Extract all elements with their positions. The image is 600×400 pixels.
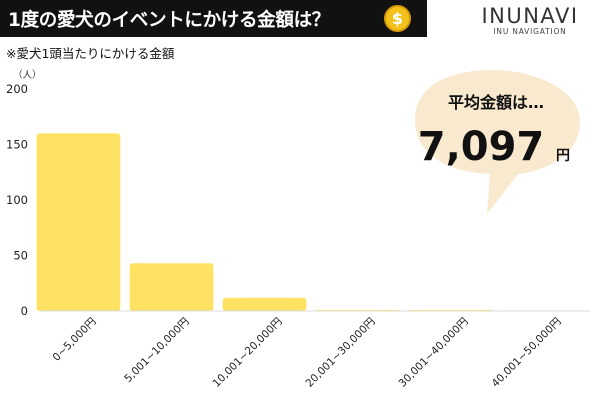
coin-icon: $ (384, 5, 411, 32)
x-tick-label: 40,001~50,000円 (490, 316, 564, 390)
chart-subtitle: ※愛犬1頭当たりにかける金額 (6, 46, 175, 61)
y-axis-unit: （人） (13, 70, 42, 81)
coin-symbol: $ (391, 9, 404, 28)
callout-label: 平均金額は… (448, 93, 544, 112)
brand-tagline: INU NAVIGATION (493, 27, 567, 36)
x-tick-label: 5,001~10,000円 (122, 316, 191, 385)
x-axis-labels: 0~5,000円 5,001~10,000円 10,001~20,000円 20,00… (51, 316, 564, 390)
callout-value: 7,097 (418, 124, 545, 170)
y-tick-label: 200 (6, 82, 28, 96)
x-tick-label: 30,001~40,000円 (397, 316, 471, 390)
bar (222, 297, 307, 311)
brand-name: INUNAVI (481, 4, 579, 28)
y-tick-label: 150 (6, 138, 28, 152)
y-tick-label: 100 (6, 193, 28, 207)
title-bar: 1度の愛犬のイベントにかける金額は？ $ (0, 0, 427, 37)
average-callout: 平均金額は… 7,097 円 (415, 70, 580, 214)
brand-logo: INUNAVI INU NAVIGATION (470, 4, 590, 36)
x-tick-label: 0~5,000円 (51, 316, 99, 364)
chart-title: 1度の愛犬のイベントにかける金額は？ (8, 9, 330, 31)
x-tick-label: 10,001~20,000円 (211, 316, 285, 390)
y-tick-label: 0 (21, 304, 28, 318)
y-axis-ticks: 0 50 100 150 200 (6, 82, 28, 318)
bar (36, 133, 121, 311)
bar (129, 263, 214, 311)
x-tick-label: 20,001~30,000円 (304, 316, 378, 390)
callout-bubble (415, 70, 580, 214)
callout-unit: 円 (556, 148, 570, 164)
y-tick-label: 50 (13, 249, 28, 263)
